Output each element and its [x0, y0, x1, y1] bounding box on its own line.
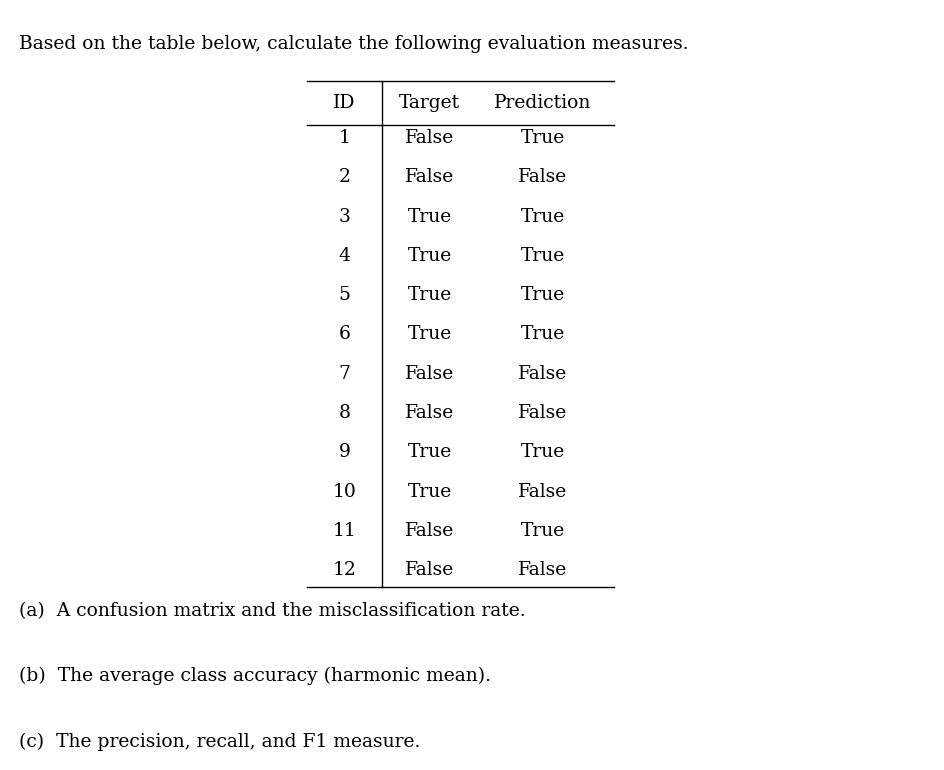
Text: True: True	[521, 286, 565, 304]
Text: True: True	[521, 326, 565, 343]
Text: 4: 4	[339, 247, 350, 265]
Text: False: False	[518, 365, 567, 383]
Text: False: False	[405, 522, 454, 540]
Text: True: True	[408, 326, 451, 343]
Text: False: False	[405, 404, 454, 422]
Text: True: True	[521, 247, 565, 265]
Text: False: False	[405, 365, 454, 383]
Text: 8: 8	[339, 404, 350, 422]
Text: 6: 6	[339, 326, 350, 343]
Text: False: False	[518, 561, 567, 579]
Text: False: False	[518, 404, 567, 422]
Text: False: False	[518, 483, 567, 501]
Text: True: True	[408, 208, 451, 226]
Text: (c)  The precision, recall, and F1 measure.: (c) The precision, recall, and F1 measur…	[19, 732, 420, 751]
Text: True: True	[408, 286, 451, 304]
Text: True: True	[408, 247, 451, 265]
Text: False: False	[518, 169, 567, 186]
Text: False: False	[405, 169, 454, 186]
Text: Prediction: Prediction	[494, 94, 592, 112]
Text: 5: 5	[339, 286, 350, 304]
Text: 3: 3	[339, 208, 350, 226]
Text: False: False	[405, 129, 454, 147]
Text: True: True	[521, 444, 565, 461]
Text: ID: ID	[333, 94, 356, 112]
Text: False: False	[405, 561, 454, 579]
Text: True: True	[408, 483, 451, 501]
Text: True: True	[521, 522, 565, 540]
Text: True: True	[521, 208, 565, 226]
Text: True: True	[521, 129, 565, 147]
Text: 7: 7	[339, 365, 350, 383]
Text: (b)  The average class accuracy (harmonic mean).: (b) The average class accuracy (harmonic…	[19, 667, 491, 685]
Text: 2: 2	[339, 169, 350, 186]
Text: Target: Target	[399, 94, 460, 112]
Text: Based on the table below, calculate the following evaluation measures.: Based on the table below, calculate the …	[19, 35, 688, 52]
Text: 10: 10	[332, 483, 357, 501]
Text: 11: 11	[332, 522, 357, 540]
Text: 1: 1	[339, 129, 350, 147]
Text: (a)  A confusion matrix and the misclassification rate.: (a) A confusion matrix and the misclassi…	[19, 602, 526, 620]
Text: True: True	[408, 444, 451, 461]
Text: 9: 9	[339, 444, 350, 461]
Text: 12: 12	[332, 561, 357, 579]
